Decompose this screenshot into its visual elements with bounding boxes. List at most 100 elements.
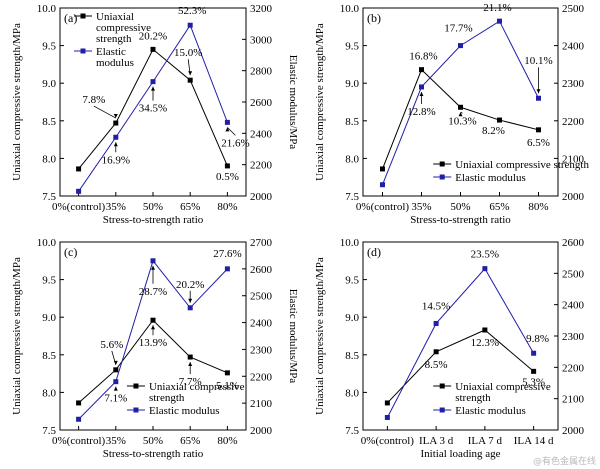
chart-panel-1: 7.5 8.0 8.5 9.0 9.5 10.0 2000 2200 2400 2600 2800 3… <box>11 3 299 226</box>
x-tick-label: 50% <box>450 201 470 213</box>
legend-marker-em <box>439 407 445 413</box>
y-left-tick-label: 10.0 <box>37 3 57 15</box>
legend-marker-em <box>80 48 86 54</box>
data-point-em <box>384 414 390 420</box>
data-point-em <box>380 182 385 188</box>
y-left-tick-label: 9.5 <box>42 275 56 287</box>
y-right-tick-label: 2200 <box>250 371 273 383</box>
annotation-arrowhead <box>225 127 230 132</box>
x-tick-label: 0%(control) <box>52 201 105 213</box>
watermark: @有色金属在线 <box>532 457 596 467</box>
y-right-tick-label: 2000 <box>250 425 273 437</box>
data-point-ucs <box>380 166 385 172</box>
percent-annotation: 21.6% <box>221 137 249 149</box>
annotation-arrowhead <box>151 265 155 270</box>
data-point-ucs <box>150 46 156 52</box>
percent-annotation: 8.5% <box>425 359 448 371</box>
percent-annotation: 7.8% <box>82 94 105 106</box>
data-point-em <box>76 416 82 422</box>
data-point-em <box>482 266 488 272</box>
annotation-arrowhead <box>113 360 118 365</box>
data-point-ucs <box>419 67 424 73</box>
annotation-arrowhead <box>458 112 463 117</box>
percent-annotation: 34.5% <box>139 103 167 115</box>
x-tick-label: 50% <box>143 201 163 213</box>
panel-label: (c) <box>64 245 77 259</box>
y-right-tick-label: 2600 <box>562 237 585 249</box>
y-left-tick-label: 8.0 <box>42 387 56 399</box>
data-point-em <box>113 134 119 140</box>
y-left-tick-label: 9.5 <box>345 41 359 53</box>
legend-label-ucs: Uniaxial compressive <box>455 381 551 393</box>
legend-label-ucs: Uniaxial compressive <box>149 381 245 393</box>
x-tick-label: ILA 3 d <box>419 435 454 447</box>
y-right-tick-label: 2000 <box>250 191 273 203</box>
annotation-arrowhead <box>113 142 118 147</box>
percent-annotation: 20.2% <box>139 30 167 42</box>
y-right-tick-label: 2000 <box>562 425 585 437</box>
percent-annotation: 5.1% <box>216 380 239 392</box>
annotation-arrowhead <box>419 91 424 96</box>
percent-annotation: 8.2% <box>482 125 505 137</box>
legend-label-ucs: compressive <box>96 22 151 34</box>
annotation-arrow <box>93 105 116 119</box>
data-point-em <box>419 84 424 90</box>
y-right-tick-label: 2600 <box>250 97 273 109</box>
y-left-tick-label: 10.0 <box>37 237 57 249</box>
x-tick-label: 65% <box>489 201 509 213</box>
percent-annotation: 10.3% <box>448 115 476 127</box>
data-point-ucs <box>384 400 390 406</box>
legend-label-ucs: strength <box>149 392 185 404</box>
x-tick-label: 0%(control) <box>361 435 414 447</box>
percent-annotation: 16.9% <box>102 154 130 166</box>
y-right-tick-label: 2300 <box>250 344 273 356</box>
legend-marker-ucs <box>80 13 86 19</box>
y-left-tick-label: 9.0 <box>345 312 359 324</box>
legend-marker-ucs <box>133 383 139 389</box>
y-right-tick-label: 2500 <box>250 291 273 303</box>
series-line-ucs <box>387 329 534 404</box>
panel-label: (a) <box>64 11 77 25</box>
x-tick-label: 35% <box>106 435 126 447</box>
annotation-arrowhead <box>188 298 193 303</box>
y-left-tick-label: 8.0 <box>42 153 56 165</box>
data-point-em <box>224 119 230 125</box>
chart-panel-3: 7.5 8.0 8.5 9.0 9.5 10.0 2000 2100 2200 2300 2400 2… <box>11 237 299 460</box>
x-tick-label: 80% <box>217 201 237 213</box>
y-left-tick-label: 10.0 <box>340 3 360 15</box>
annotation-arrowhead <box>151 86 155 91</box>
y-right-tick-label: 2500 <box>562 268 585 280</box>
annotation-arrowhead <box>188 362 193 367</box>
y-right-tick-label: 3200 <box>250 3 273 15</box>
percent-annotation: 5.3% <box>522 376 545 388</box>
y-right-tick-label: 2200 <box>562 362 585 374</box>
y-right-tick-label: 2400 <box>562 41 585 53</box>
data-point-em <box>150 258 156 264</box>
percent-annotation: 7.7% <box>179 376 202 388</box>
y-left-tick-label: 7.5 <box>42 191 56 203</box>
data-point-ucs <box>536 127 541 133</box>
x-axis-label: Stress-to-strength ratio <box>103 214 204 226</box>
y-right-tick-label: 2800 <box>250 66 273 78</box>
y-right-tick-label: 2700 <box>250 237 273 249</box>
data-point-ucs <box>113 367 119 373</box>
percent-annotation: 15.0% <box>174 47 202 59</box>
y-right-tick-label: 2300 <box>562 78 585 90</box>
percent-annotation: 16.8% <box>409 51 437 63</box>
y-left-tick-label: 9.0 <box>345 78 359 90</box>
y-left-axis-label: Uniaxial compressive strength/MPa <box>11 257 23 415</box>
percent-annotation: 5.6% <box>100 339 123 351</box>
x-tick-label: 35% <box>411 201 431 213</box>
chart-panel-2: 7.5 8.0 8.5 9.0 9.5 10.0 2000 2100 2200 2300 2400 2… <box>314 2 600 226</box>
data-point-ucs <box>150 317 156 323</box>
y-left-tick-label: 8.5 <box>345 116 359 128</box>
data-point-em <box>531 350 537 356</box>
panel-label: (b) <box>367 11 381 25</box>
y-left-tick-label: 7.5 <box>345 191 359 203</box>
y-left-tick-label: 8.5 <box>345 350 359 362</box>
x-tick-label: ILA 14 d <box>514 435 554 447</box>
annotation-arrowhead <box>188 71 193 76</box>
y-left-tick-label: 8.0 <box>345 387 359 399</box>
percent-annotation: 23.5% <box>471 249 499 261</box>
